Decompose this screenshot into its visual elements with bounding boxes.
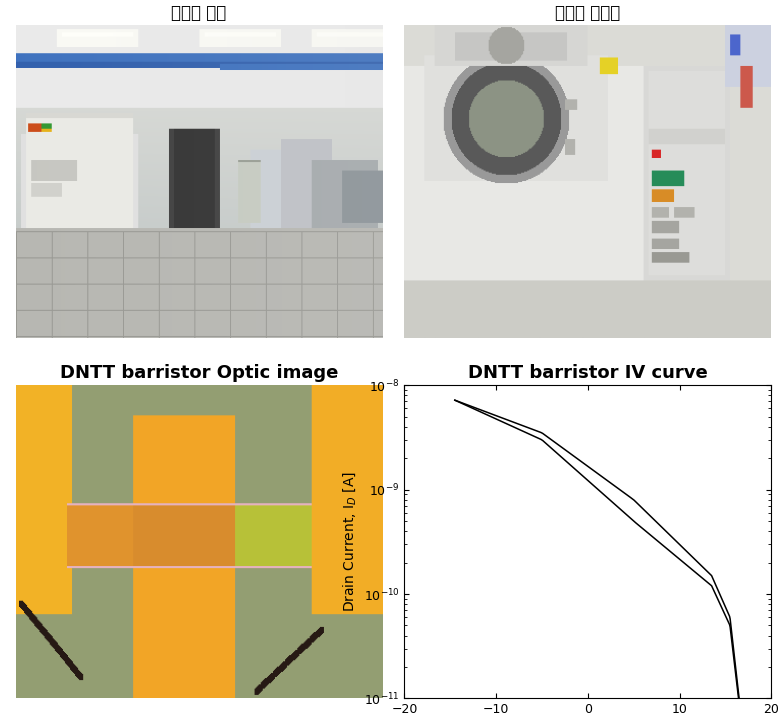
Title: 클린룸 전경: 클린룸 전경 — [171, 4, 227, 22]
Title: DNTT barristor Optic image: DNTT barristor Optic image — [60, 364, 338, 382]
Title: 유기물 증착기: 유기물 증착기 — [555, 4, 620, 22]
Title: DNTT barristor IV curve: DNTT barristor IV curve — [468, 364, 707, 382]
Y-axis label: Drain Current, I$_D$ [A]: Drain Current, I$_D$ [A] — [341, 472, 358, 613]
